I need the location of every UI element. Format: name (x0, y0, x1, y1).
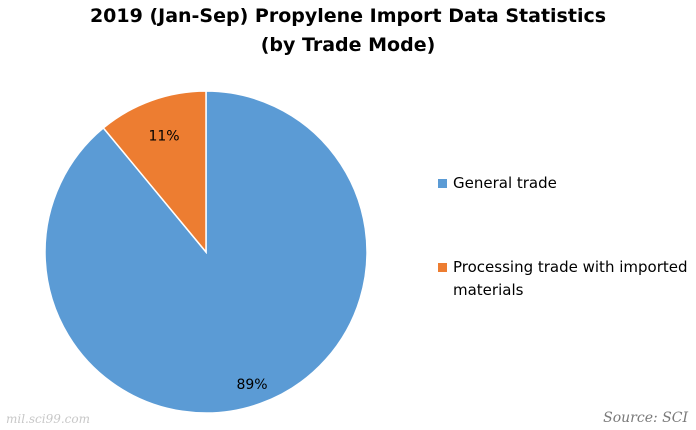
watermark: mil.sci99.com (6, 412, 90, 426)
chart-title-line-1: 2019 (Jan-Sep) Propylene Import Data Sta… (89, 5, 607, 27)
data-label-processing-trade: 11% (148, 128, 179, 144)
data-label-general-trade: 89% (236, 377, 267, 393)
pie-slice-processing-trade (102, 90, 207, 255)
chart-title-line-2: (by Trade Mode) (260, 34, 436, 56)
legend-label-general-trade: General trade (453, 174, 557, 192)
chart-title: 2019 (Jan-Sep) Propylene Import Data Sta… (0, 2, 696, 60)
legend-label-processing-trade: Processing trade with imported materials (453, 258, 688, 299)
legend-swatch-general-trade (438, 179, 447, 188)
source-note: Source: SCI (603, 410, 688, 426)
legend-swatch-processing-trade (438, 263, 447, 272)
